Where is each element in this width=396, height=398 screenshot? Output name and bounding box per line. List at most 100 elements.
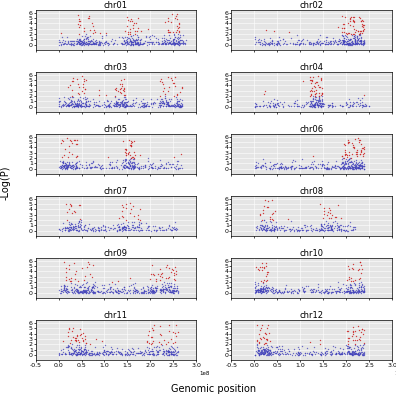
Point bbox=[341, 39, 347, 46]
Point bbox=[259, 349, 265, 356]
Point bbox=[172, 339, 179, 345]
Point bbox=[56, 226, 62, 232]
Point bbox=[309, 351, 316, 358]
Point bbox=[147, 288, 154, 295]
Point bbox=[102, 102, 108, 108]
Point bbox=[358, 287, 365, 293]
Point bbox=[344, 345, 350, 351]
Point bbox=[361, 163, 367, 169]
Point bbox=[76, 227, 82, 234]
Point bbox=[261, 217, 267, 224]
Point bbox=[357, 28, 364, 35]
Point bbox=[334, 288, 341, 295]
Point bbox=[172, 40, 178, 47]
Point bbox=[273, 224, 279, 230]
Point bbox=[71, 102, 77, 109]
Point bbox=[83, 99, 89, 105]
Point bbox=[360, 342, 367, 349]
Point bbox=[158, 98, 165, 105]
Point bbox=[139, 226, 145, 233]
Point bbox=[166, 351, 172, 358]
Point bbox=[316, 341, 323, 347]
Point bbox=[297, 41, 303, 47]
Point bbox=[339, 41, 345, 47]
Point bbox=[147, 35, 153, 42]
Point bbox=[131, 28, 138, 35]
Point bbox=[289, 163, 295, 170]
Point bbox=[115, 224, 122, 230]
Point bbox=[167, 98, 173, 105]
Point bbox=[149, 41, 155, 48]
Point bbox=[361, 40, 367, 47]
Point bbox=[322, 351, 329, 357]
Point bbox=[296, 41, 303, 48]
Point bbox=[70, 94, 76, 100]
Point bbox=[280, 165, 287, 172]
Point bbox=[313, 99, 319, 105]
Point bbox=[276, 164, 283, 170]
Point bbox=[359, 99, 365, 105]
Point bbox=[329, 164, 336, 170]
Point bbox=[175, 98, 182, 105]
Point bbox=[348, 351, 355, 357]
Point bbox=[156, 102, 162, 109]
Point bbox=[65, 103, 72, 109]
Point bbox=[160, 287, 166, 294]
Point bbox=[342, 152, 348, 158]
Point bbox=[254, 289, 261, 296]
Point bbox=[338, 351, 344, 357]
Point bbox=[269, 344, 276, 350]
Point bbox=[179, 103, 185, 109]
Point bbox=[57, 98, 63, 104]
Point bbox=[141, 100, 147, 106]
Point bbox=[345, 166, 351, 172]
Point bbox=[57, 164, 63, 171]
Point bbox=[335, 222, 341, 229]
Point bbox=[154, 348, 161, 354]
Point bbox=[97, 103, 103, 109]
Point bbox=[353, 40, 359, 47]
Point bbox=[63, 264, 69, 271]
Point bbox=[166, 289, 172, 296]
Point bbox=[295, 349, 301, 355]
Point bbox=[350, 14, 356, 21]
Point bbox=[340, 155, 346, 162]
Point bbox=[56, 351, 63, 358]
Point bbox=[130, 41, 136, 48]
Point bbox=[165, 281, 171, 288]
Point bbox=[345, 163, 351, 169]
Point bbox=[266, 40, 272, 46]
Point bbox=[77, 41, 83, 47]
Point bbox=[106, 289, 112, 295]
Point bbox=[113, 289, 119, 295]
Point bbox=[315, 82, 321, 88]
Point bbox=[328, 226, 334, 232]
Point bbox=[160, 288, 166, 294]
Point bbox=[56, 351, 62, 357]
Point bbox=[160, 41, 166, 47]
Point bbox=[289, 159, 295, 166]
Point bbox=[339, 160, 345, 166]
Point bbox=[171, 102, 178, 108]
Point bbox=[358, 39, 364, 45]
Point bbox=[310, 102, 316, 108]
Point bbox=[76, 100, 82, 106]
Point bbox=[80, 351, 87, 357]
Point bbox=[166, 31, 172, 38]
Point bbox=[124, 163, 130, 169]
Point bbox=[165, 41, 171, 47]
Point bbox=[167, 345, 173, 352]
Point bbox=[129, 203, 136, 209]
Point bbox=[171, 281, 177, 287]
Point bbox=[256, 347, 263, 354]
Point bbox=[63, 164, 70, 170]
Point bbox=[80, 83, 86, 90]
Point bbox=[138, 220, 145, 226]
Point bbox=[270, 102, 276, 108]
Point bbox=[157, 103, 163, 110]
Point bbox=[78, 351, 85, 358]
Point bbox=[114, 99, 120, 105]
Point bbox=[82, 101, 88, 107]
Point bbox=[141, 40, 147, 46]
Point bbox=[158, 96, 164, 102]
